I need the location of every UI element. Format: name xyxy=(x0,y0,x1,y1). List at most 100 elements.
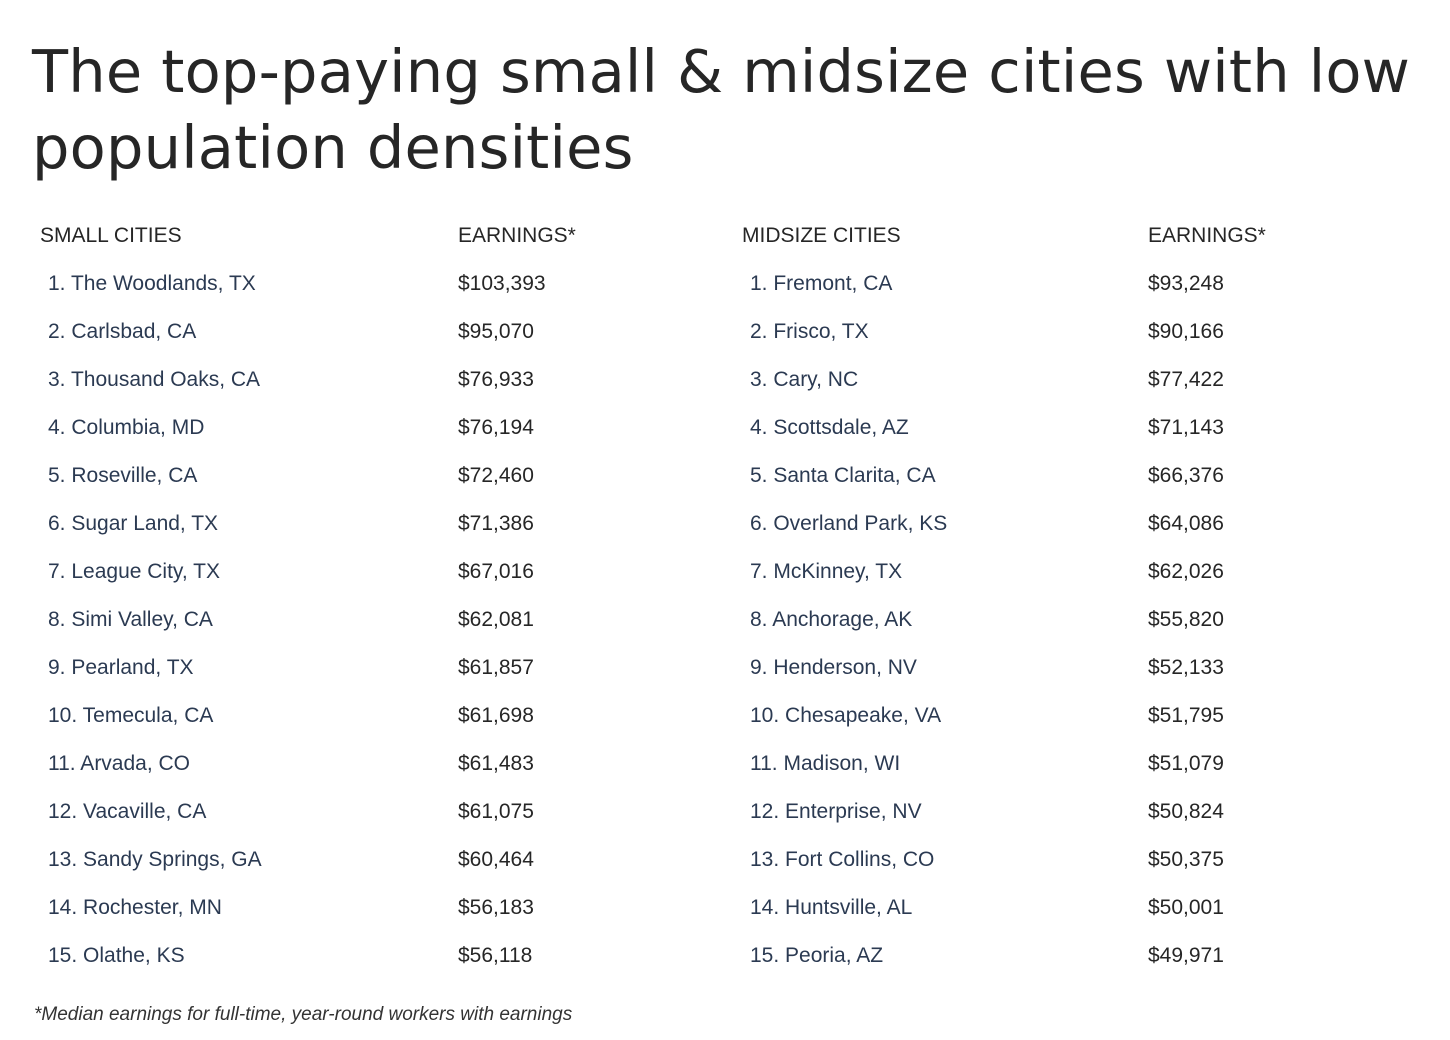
city-name: 10. Temecula, CA xyxy=(48,704,214,727)
table-row: 3. Thousand Oaks, CA $76,933 xyxy=(40,356,658,404)
city-name: 5. Santa Clarita, CA xyxy=(750,464,936,487)
city-name: 12. Enterprise, NV xyxy=(750,800,922,823)
earnings-value: $56,118 xyxy=(458,944,533,967)
table-row: 9. Henderson, NV $52,133 xyxy=(742,644,1348,692)
table-row: 12. Vacaville, CA $61,075 xyxy=(40,788,658,836)
table-row: 3. Cary, NC $77,422 xyxy=(742,356,1348,404)
earnings-value: $60,464 xyxy=(458,848,534,871)
city-name: 13. Fort Collins, CO xyxy=(750,848,935,871)
earnings-value: $56,183 xyxy=(458,896,534,919)
table-row: 14. Rochester, MN $56,183 xyxy=(40,884,658,932)
earnings-value: $95,070 xyxy=(458,320,534,343)
table-header-row: SMALL CITIES EARNINGS* xyxy=(40,212,658,260)
earnings-value: $76,933 xyxy=(458,368,534,391)
earnings-value: $52,133 xyxy=(1148,656,1224,679)
city-name: 4. Columbia, MD xyxy=(48,416,205,439)
earnings-value: $61,483 xyxy=(458,752,534,775)
city-name: 15. Peoria, AZ xyxy=(750,944,884,967)
earnings-value: $71,386 xyxy=(458,512,534,535)
city-name: 6. Sugar Land, TX xyxy=(48,512,219,535)
city-name: 8. Simi Valley, CA xyxy=(48,608,213,631)
city-name: 8. Anchorage, AK xyxy=(750,608,913,631)
table-row: 1. Fremont, CA $93,248 xyxy=(742,260,1348,308)
earnings-value: $90,166 xyxy=(1148,320,1224,343)
earnings-value: $72,460 xyxy=(458,464,534,487)
small-cities-header: SMALL CITIES xyxy=(40,224,182,247)
earnings-value: $103,393 xyxy=(458,272,546,295)
table-row: 13. Fort Collins, CO $50,375 xyxy=(742,836,1348,884)
city-name: 13. Sandy Springs, GA xyxy=(48,848,262,871)
table-row: 12. Enterprise, NV $50,824 xyxy=(742,788,1348,836)
earnings-value: $66,376 xyxy=(1148,464,1224,487)
city-name: 1. The Woodlands, TX xyxy=(48,272,256,295)
small-cities-table: SMALL CITIES EARNINGS* 1. The Woodlands,… xyxy=(40,212,658,980)
table-row: 11. Madison, WI $51,079 xyxy=(742,740,1348,788)
earnings-value: $67,016 xyxy=(458,560,534,583)
earnings-value: $64,086 xyxy=(1148,512,1224,535)
city-name: 10. Chesapeake, VA xyxy=(750,704,942,727)
city-name: 2. Frisco, TX xyxy=(750,320,869,343)
footnote: *Median earnings for full-time, year-rou… xyxy=(34,1004,573,1025)
table-row: 15. Peoria, AZ $49,971 xyxy=(742,932,1348,980)
earnings-value: $50,375 xyxy=(1148,848,1224,871)
earnings-value: $50,001 xyxy=(1148,896,1224,919)
table-row: 10. Temecula, CA $61,698 xyxy=(40,692,658,740)
city-name: 7. McKinney, TX xyxy=(750,560,903,583)
midsize-earnings-header: EARNINGS* xyxy=(1148,224,1266,247)
table-row: 7. League City, TX $67,016 xyxy=(40,548,658,596)
earnings-value: $62,026 xyxy=(1148,560,1224,583)
table-row: 6. Sugar Land, TX $71,386 xyxy=(40,500,658,548)
earnings-value: $51,079 xyxy=(1148,752,1224,775)
table-row: 2. Carlsbad, CA $95,070 xyxy=(40,308,658,356)
city-name: 11. Arvada, CO xyxy=(48,752,191,775)
table-row: 9. Pearland, TX $61,857 xyxy=(40,644,658,692)
table-row: 5. Roseville, CA $72,460 xyxy=(40,452,658,500)
table-row: 7. McKinney, TX $62,026 xyxy=(742,548,1348,596)
earnings-value: $61,075 xyxy=(458,800,534,823)
table-row: 4. Scottsdale, AZ $71,143 xyxy=(742,404,1348,452)
page-title: The top-paying small & midsize cities wi… xyxy=(32,37,1411,182)
earnings-value: $55,820 xyxy=(1148,608,1224,631)
midsize-cities-rows: 1. Fremont, CA $93,248 2. Frisco, TX $90,16… xyxy=(742,260,1348,980)
table-row: 2. Frisco, TX $90,166 xyxy=(742,308,1348,356)
city-name: 2. Carlsbad, CA xyxy=(48,320,197,343)
table-row: 1. The Woodlands, TX $103,393 xyxy=(40,260,658,308)
earnings-value: $61,857 xyxy=(458,656,534,679)
midsize-cities-table: MIDSIZE CITIES EARNINGS* 1. Fremont, CA $… xyxy=(742,212,1348,980)
city-name: 4. Scottsdale, AZ xyxy=(750,416,909,439)
city-name: 3. Cary, NC xyxy=(750,368,859,391)
city-name: 3. Thousand Oaks, CA xyxy=(48,368,261,391)
table-row: 10. Chesapeake, VA $51,795 xyxy=(742,692,1348,740)
earnings-value: $93,248 xyxy=(1148,272,1224,295)
city-name: 1. Fremont, CA xyxy=(750,272,893,295)
earnings-value: $49,971 xyxy=(1148,944,1224,967)
table-row: 11. Arvada, CO $61,483 xyxy=(40,740,658,788)
table-row: 5. Santa Clarita, CA $66,376 xyxy=(742,452,1348,500)
table-row: 4. Columbia, MD $76,194 xyxy=(40,404,658,452)
table-row: 14. Huntsville, AL $50,001 xyxy=(742,884,1348,932)
earnings-value: $50,824 xyxy=(1148,800,1224,823)
city-name: 11. Madison, WI xyxy=(750,752,901,775)
city-name: 12. Vacaville, CA xyxy=(48,800,207,823)
small-earnings-header: EARNINGS* xyxy=(458,224,576,247)
table-row: 13. Sandy Springs, GA $60,464 xyxy=(40,836,658,884)
city-name: 6. Overland Park, KS xyxy=(750,512,948,535)
city-name: 9. Henderson, NV xyxy=(750,656,917,679)
table-row: 8. Anchorage, AK $55,820 xyxy=(742,596,1348,644)
midsize-cities-header: MIDSIZE CITIES xyxy=(742,224,901,247)
table-header-row: MIDSIZE CITIES EARNINGS* xyxy=(742,212,1348,260)
city-name: 14. Huntsville, AL xyxy=(750,896,913,919)
earnings-value: $76,194 xyxy=(458,416,534,439)
city-name: 9. Pearland, TX xyxy=(48,656,194,679)
table-row: 8. Simi Valley, CA $62,081 xyxy=(40,596,658,644)
earnings-value: $71,143 xyxy=(1148,416,1224,439)
earnings-value: $62,081 xyxy=(458,608,534,631)
small-cities-rows: 1. The Woodlands, TX $103,393 2. Carlsbad,… xyxy=(40,260,658,980)
earnings-value: $51,795 xyxy=(1148,704,1224,727)
earnings-value: $77,422 xyxy=(1148,368,1224,391)
table-row: 6. Overland Park, KS $64,086 xyxy=(742,500,1348,548)
city-name: 14. Rochester, MN xyxy=(48,896,222,919)
city-name: 5. Roseville, CA xyxy=(48,464,198,487)
city-name: 15. Olathe, KS xyxy=(48,944,185,967)
city-name: 7. League City, TX xyxy=(48,560,220,583)
